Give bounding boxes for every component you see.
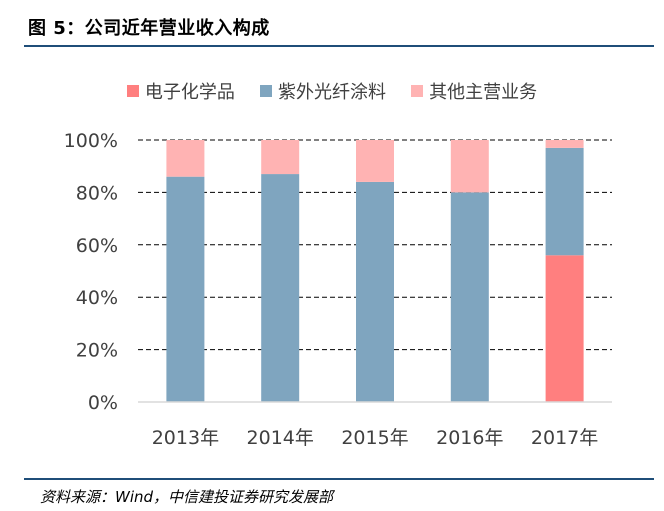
x-tick-label: 2016年 xyxy=(436,427,503,449)
bar-segment-series-1 xyxy=(261,174,300,402)
y-tick-label: 0% xyxy=(88,392,118,414)
bar-segment-series-2 xyxy=(545,140,584,148)
legend-label-series-0: 电子化学品 xyxy=(144,82,235,103)
x-tick-label: 2015年 xyxy=(341,427,408,449)
bar-segment-series-2 xyxy=(166,140,205,177)
legend-item-series-1: 紫外光纤涂料 xyxy=(260,78,386,104)
x-tick-label: 2014年 xyxy=(247,427,314,449)
legend-swatch-series-0 xyxy=(126,85,139,97)
legend-item-series-2: 其他主营业务 xyxy=(411,78,537,104)
legend-item-series-0: 电子化学品 xyxy=(126,78,235,104)
legend-label-series-2: 其他主营业务 xyxy=(429,82,538,103)
legend-label-series-1: 紫外光纤涂料 xyxy=(278,82,386,103)
bar-segment-series-1 xyxy=(166,176,205,402)
bar-segment-series-0 xyxy=(545,255,584,402)
figure-header: 图 5：公司近年营业收入构成 xyxy=(28,14,648,44)
bar-segment-series-1 xyxy=(450,192,489,402)
y-tick-label: 100% xyxy=(64,130,118,152)
y-tick-label: 80% xyxy=(76,182,118,204)
bar-segment-series-1 xyxy=(356,181,394,402)
x-tick-label: 2013年 xyxy=(152,427,219,449)
y-tick-label: 20% xyxy=(76,340,118,362)
stacked-bar-chart: 0% 20% 40% 60% 80% 100% 2013年 2014年 2015年 2016年 20… xyxy=(64,130,612,449)
footer-divider xyxy=(24,478,654,480)
chart-legend: 电子化学品 紫外光纤涂料 其他主营业务 xyxy=(0,78,664,104)
source-note: 资料来源：Wind，中信建投证券研究发展部 xyxy=(40,488,334,506)
header-divider xyxy=(24,45,654,47)
bar-segment-series-1 xyxy=(545,147,584,256)
bar-segment-series-2 xyxy=(356,140,394,182)
legend-swatch-series-1 xyxy=(260,85,272,97)
bar-segment-series-2 xyxy=(261,140,300,175)
bar-segment-series-2 xyxy=(450,140,489,193)
legend-swatch-series-2 xyxy=(411,85,424,97)
figure-title: 图 5：公司近年营业收入构成 xyxy=(28,18,270,39)
x-tick-label: 2017年 xyxy=(531,427,598,449)
y-tick-label: 40% xyxy=(76,287,118,309)
y-tick-label: 60% xyxy=(76,235,118,257)
